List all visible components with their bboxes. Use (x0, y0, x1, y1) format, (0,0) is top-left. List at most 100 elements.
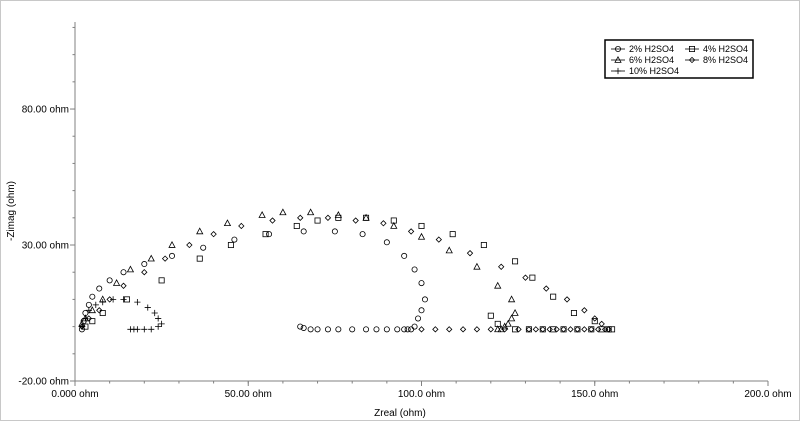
data-point (155, 323, 162, 330)
data-point (581, 307, 588, 314)
data-point (546, 326, 553, 333)
tick-marks: 0.000 ohm 50.00 ohm 100.0 ohm 150.0 ohm 200.… (18, 26, 792, 400)
data-point (449, 231, 456, 238)
data-point (196, 255, 203, 262)
data-point (512, 258, 519, 265)
data-point (200, 244, 207, 251)
data-point (314, 217, 321, 224)
data-point (89, 293, 96, 300)
data-point (507, 295, 516, 303)
data-point (591, 318, 598, 325)
data-point (210, 230, 217, 238)
data-point (335, 326, 342, 333)
data-point (82, 315, 89, 322)
data-point (532, 326, 540, 333)
data-point (300, 228, 307, 235)
data-point (359, 231, 366, 238)
legend-label: 8% H2SO4 (703, 55, 748, 65)
data-point (588, 326, 595, 333)
data-point (362, 213, 370, 221)
data-marks (78, 208, 616, 333)
data-point (134, 299, 141, 306)
legend-label: 2% H2SO4 (629, 44, 674, 54)
data-point (85, 315, 93, 322)
data-point (300, 324, 307, 331)
data-point (99, 299, 106, 306)
data-point (120, 282, 127, 289)
data-point (512, 326, 519, 333)
data-point (196, 227, 204, 235)
x-tick-label: 100.0 ohm (398, 389, 445, 400)
legend: 2% H2SO4 4% H2SO4 6% H2SO4 8% H2SO4 10% H2SO… (604, 39, 754, 79)
data-point (605, 326, 612, 333)
data-point (151, 309, 158, 317)
data-point (106, 296, 113, 303)
data-point (570, 310, 577, 317)
data-point (363, 326, 370, 333)
legend-marker (688, 56, 696, 64)
legend-marker (614, 55, 622, 63)
data-point (417, 232, 426, 240)
x-tick-label: 150.0 ohm (571, 389, 618, 400)
data-point (525, 326, 533, 333)
data-point (258, 211, 266, 218)
data-point (279, 208, 287, 216)
data-point (418, 280, 425, 287)
data-point (89, 318, 96, 325)
data-point (390, 221, 398, 229)
data-point (231, 236, 238, 243)
data-point (144, 304, 151, 311)
series-0 (78, 228, 428, 333)
y-tick-label: -20.00 ohm (18, 377, 69, 388)
data-point (525, 326, 532, 333)
data-point (331, 228, 338, 235)
x-tick-label: 200.0 ohm (744, 389, 791, 400)
data-point (574, 326, 581, 333)
legend-marker (689, 46, 696, 53)
data-point (297, 323, 304, 330)
data-point (411, 266, 418, 273)
data-point (297, 214, 304, 221)
data-point (141, 269, 148, 276)
x-axis-title: Zreal (ohm) (374, 408, 426, 419)
data-point (581, 326, 588, 333)
data-point (529, 274, 536, 281)
y-tick-label: 30.00 ohm (22, 241, 69, 252)
data-point (262, 231, 269, 238)
data-point (539, 326, 546, 333)
data-point (120, 269, 127, 276)
data-point (421, 296, 428, 303)
data-point (96, 285, 103, 292)
data-point (487, 326, 494, 333)
data-point (352, 217, 359, 224)
data-point (307, 326, 314, 333)
data-point (223, 219, 232, 227)
x-tick-label: 0.000 ohm (51, 389, 98, 400)
data-point (501, 326, 508, 333)
data-point (161, 255, 169, 262)
series-4 (78, 296, 165, 333)
data-point (126, 265, 135, 273)
y-tick-label: 80.00 ohm (22, 105, 69, 116)
data-point (401, 252, 408, 259)
legend-label: 6% H2SO4 (629, 55, 674, 65)
data-point (407, 228, 415, 235)
data-point (266, 231, 273, 238)
data-point (494, 281, 502, 289)
data-point (473, 262, 481, 270)
series-1 (82, 214, 616, 333)
data-point (446, 326, 453, 333)
data-point (85, 301, 92, 308)
data-point (380, 220, 387, 227)
data-point (560, 326, 567, 333)
data-point (473, 326, 481, 333)
data-point (567, 326, 574, 333)
data-point (553, 326, 560, 333)
data-point (487, 312, 494, 319)
data-point (169, 252, 176, 259)
data-point (595, 326, 602, 333)
data-point (401, 326, 408, 333)
data-point (408, 326, 415, 333)
data-point (418, 326, 425, 333)
data-point (78, 323, 86, 330)
